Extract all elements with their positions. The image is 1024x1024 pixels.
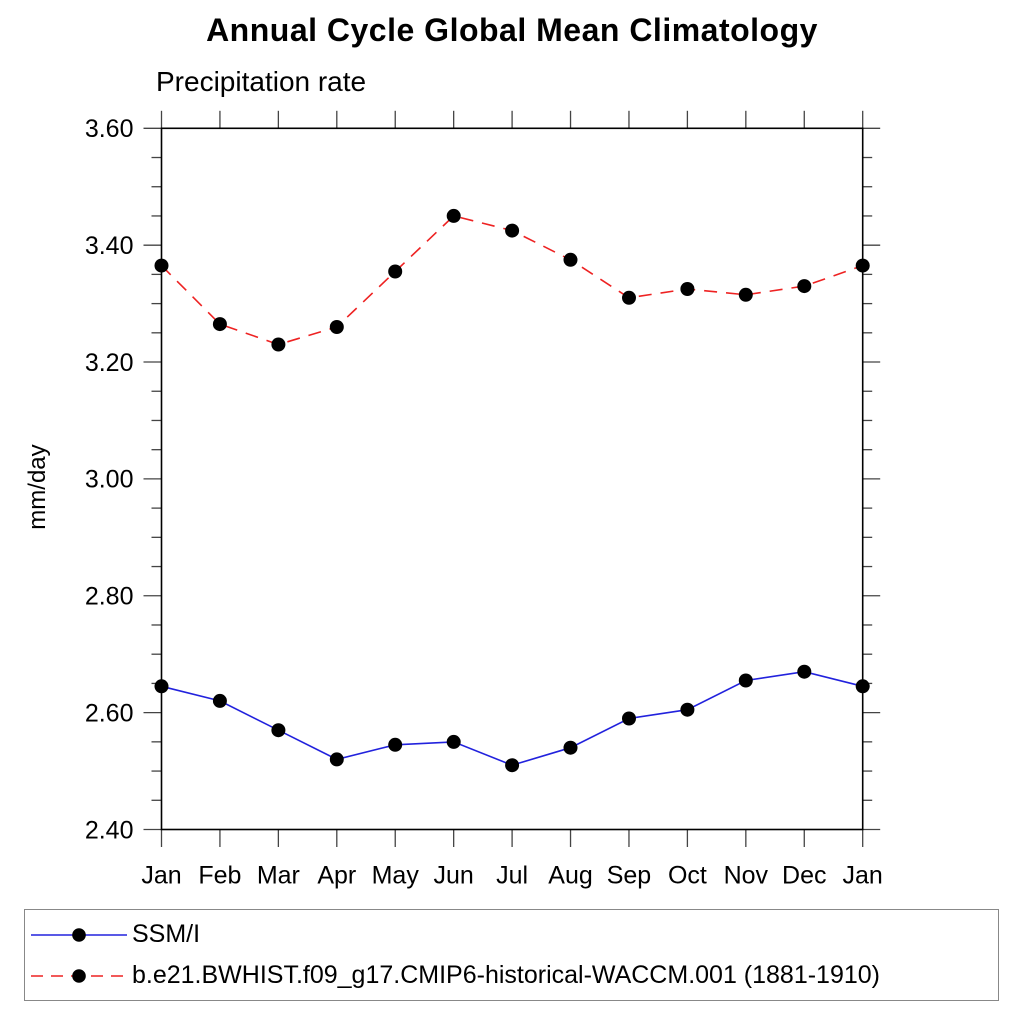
chart-title: Annual Cycle Global Mean Climatology — [206, 12, 818, 48]
data-point-marker — [212, 317, 227, 332]
data-point-marker — [622, 711, 636, 726]
legend-label-model: b.e21.BWHIST.f09_g17.CMIP6-historical-WA… — [132, 961, 880, 989]
legend-box: SSM/I b.e21.BWHIST.f09_g17.CMIP6-histori… — [24, 909, 999, 1001]
x-tick-label: Apr — [317, 862, 356, 890]
data-point-marker — [271, 723, 286, 738]
data-point-marker — [622, 290, 636, 305]
plot-frame — [160, 127, 864, 831]
y-tick-label: 2.80 — [85, 583, 134, 611]
data-point-marker — [563, 252, 578, 267]
data-point-marker — [388, 264, 403, 279]
y-tick-label: 3.60 — [85, 115, 134, 143]
data-point-marker — [680, 282, 695, 296]
y-tick-label: 3.00 — [85, 466, 134, 494]
x-tick-label: Aug — [548, 862, 592, 890]
x-tick-label: Jan — [843, 862, 883, 890]
data-point-marker — [388, 737, 403, 752]
x-tick-label: Sep — [607, 862, 651, 890]
data-point-marker — [738, 287, 753, 302]
x-tick-label: Oct — [668, 862, 707, 890]
data-point-marker — [680, 702, 695, 717]
y-tick-label: 3.40 — [85, 232, 134, 260]
data-point-marker — [797, 664, 812, 679]
legend-label-ssmi: SSM/I — [132, 920, 201, 948]
data-point-marker — [563, 740, 578, 755]
data-point-marker — [738, 673, 753, 688]
legend-item-ssmi: SSM/I — [29, 920, 998, 949]
data-point-marker — [212, 693, 227, 708]
data-point-marker — [154, 679, 169, 694]
x-tick-label: Jul — [496, 862, 528, 890]
chart-subtitle: Precipitation rate — [156, 66, 367, 97]
x-tick-label: Mar — [257, 862, 300, 890]
x-tick-label: Jun — [434, 862, 474, 890]
x-tick-label: Dec — [782, 862, 826, 890]
data-point-marker — [505, 223, 520, 238]
dashed-line-marker-icon — [31, 968, 127, 983]
x-tick-label: Feb — [198, 862, 241, 890]
solid-line-marker-icon — [31, 927, 127, 942]
y-tick-label: 2.40 — [85, 816, 134, 844]
y-tick-label: 2.60 — [85, 699, 134, 727]
legend-item-model: b.e21.BWHIST.f09_g17.CMIP6-historical-WA… — [29, 961, 998, 990]
series-line-ssmi — [161, 670, 863, 767]
data-point-marker — [446, 734, 461, 749]
x-tick-label: May — [372, 862, 420, 890]
y-axis-title: mm/day — [24, 444, 51, 529]
data-point-marker — [855, 258, 870, 273]
y-tick-label: 3.20 — [85, 349, 134, 377]
data-point-marker — [855, 679, 870, 694]
data-point-marker — [329, 320, 344, 334]
x-tick-label: Jan — [141, 862, 181, 890]
data-point-marker — [446, 208, 461, 223]
data-point-marker — [271, 337, 286, 352]
x-tick-label: Nov — [724, 862, 769, 890]
data-point-marker — [154, 258, 169, 273]
data-point-marker — [329, 752, 344, 767]
data-point-marker — [505, 758, 520, 773]
data-point-marker — [797, 279, 812, 294]
